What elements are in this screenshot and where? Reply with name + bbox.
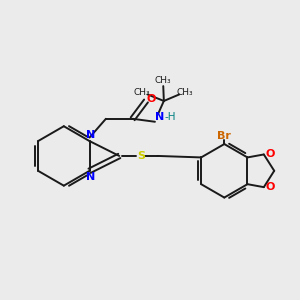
Text: O: O	[265, 149, 274, 160]
Text: Br: Br	[217, 131, 231, 141]
Text: -H: -H	[164, 112, 176, 122]
Text: N: N	[155, 112, 164, 122]
Text: N: N	[86, 172, 96, 182]
Text: S: S	[137, 151, 145, 161]
Text: CH₃: CH₃	[133, 88, 150, 97]
Text: O: O	[265, 182, 274, 192]
Text: CH₃: CH₃	[155, 76, 172, 85]
Text: CH₃: CH₃	[177, 88, 194, 97]
Text: N: N	[86, 130, 96, 140]
Text: O: O	[147, 94, 156, 104]
